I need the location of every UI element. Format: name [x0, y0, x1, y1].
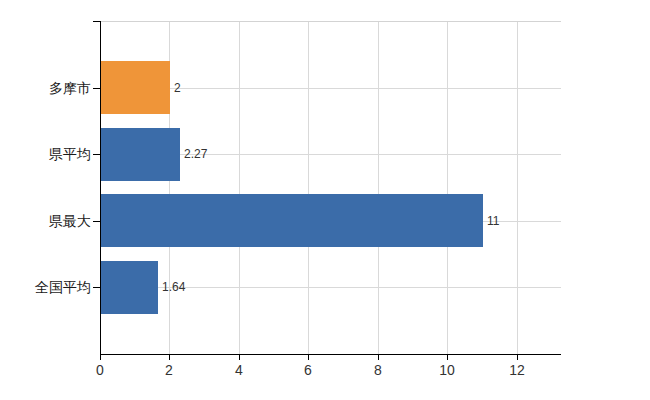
category-label: 全国平均	[0, 280, 91, 294]
y-axis-tick	[93, 154, 100, 155]
bar-全国平均	[101, 261, 158, 314]
x-axis-tick	[308, 355, 309, 360]
bar-県平均	[101, 128, 180, 181]
x-tick-label: 4	[219, 363, 259, 377]
y-axis-tick	[93, 221, 100, 222]
x-axis-tick	[447, 355, 448, 360]
x-axis-tick	[378, 355, 379, 360]
x-axis-tick	[239, 355, 240, 360]
bar-chart: 2 2.27 11 1.64 多摩市県平均県最大全国平均 0 2 4 6 8 10 12	[0, 0, 650, 400]
x-tick-label: 12	[497, 363, 537, 377]
x-axis-tick	[169, 355, 170, 360]
x-tick-label: 6	[288, 363, 328, 377]
x-gridline	[447, 21, 448, 354]
x-tick-label: 8	[358, 363, 398, 377]
x-axis-tick	[100, 355, 101, 360]
category-label: 県最大	[0, 214, 91, 228]
x-tick-label: 10	[427, 363, 467, 377]
bar-県最大	[101, 194, 483, 247]
value-label: 2	[174, 82, 181, 94]
category-label: 多摩市	[0, 81, 91, 95]
x-axis-tick	[517, 355, 518, 360]
x-gridline	[308, 21, 309, 354]
bar-多摩市	[101, 61, 170, 114]
y-axis-tick	[93, 88, 100, 89]
y-axis-tick	[93, 287, 100, 288]
category-gridline	[101, 88, 561, 89]
value-label: 2.27	[184, 148, 207, 160]
x-tick-label: 2	[149, 363, 189, 377]
category-label: 県平均	[0, 147, 91, 161]
x-gridline	[239, 21, 240, 354]
x-gridline	[517, 21, 518, 354]
plot-top-gridline	[101, 21, 561, 22]
value-label: 11	[487, 215, 499, 227]
y-axis-tick	[93, 21, 100, 22]
x-tick-label: 0	[80, 363, 120, 377]
value-label: 1.64	[162, 281, 185, 293]
x-gridline	[378, 21, 379, 354]
